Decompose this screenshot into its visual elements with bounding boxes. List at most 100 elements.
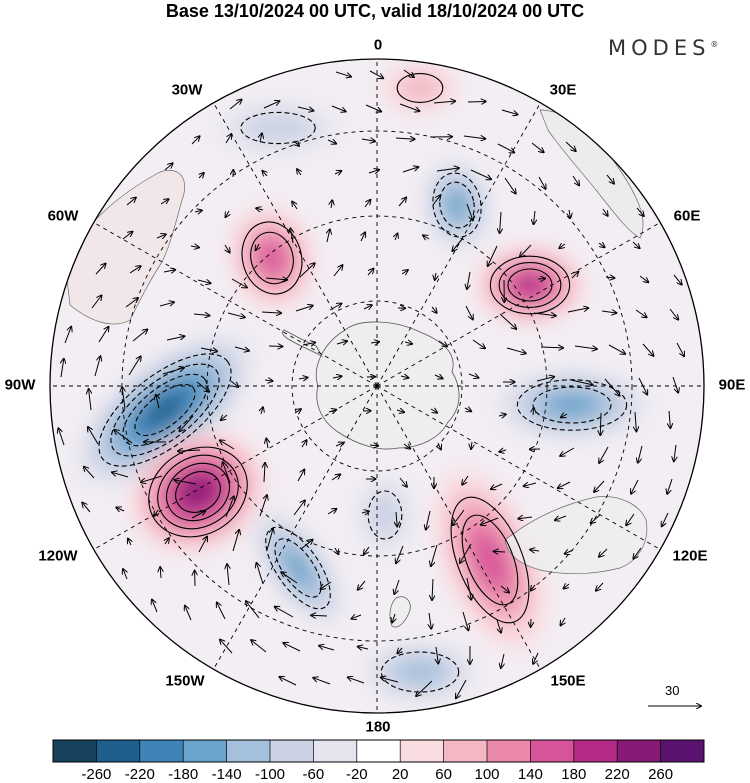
wind-vector-arrow: [430, 409, 437, 413]
anomaly-shade: [397, 73, 443, 103]
colorbar: [52, 739, 705, 763]
colorbar-swatch: [226, 740, 271, 762]
wind-vector-arrow: [293, 501, 305, 516]
wind-vector-arrow: [531, 142, 544, 152]
wind-vector-arrow: [452, 237, 464, 251]
wind-vector-arrow: [635, 309, 647, 317]
wind-vector-arrow: [361, 139, 375, 141]
wind-vector-arrow: [116, 508, 125, 512]
anomaly-shade: [515, 274, 545, 296]
modes-logo: MODES®: [608, 36, 718, 60]
colorbar-swatch: [617, 740, 662, 762]
lon-label-0: 0: [373, 36, 383, 54]
wind-vector-arrow: [266, 529, 273, 551]
wind-vector-arrow: [321, 581, 332, 589]
wind-vector-arrow: [434, 375, 443, 379]
wind-vector-arrow: [466, 577, 471, 600]
wind-vector-arrow: [433, 101, 455, 103]
wind-vector-arrow: [358, 647, 369, 649]
wind-vector-arrow: [631, 479, 639, 494]
colorbar-label: 60: [435, 766, 452, 783]
wind-vector-arrow: [605, 277, 614, 278]
wind-vector-arrow: [61, 359, 64, 378]
colorbar-label: -60: [302, 766, 325, 783]
wind-vector-arrow: [126, 198, 136, 206]
antarctic-peninsula: [282, 329, 324, 357]
wind-vector-arrow: [533, 652, 539, 664]
wind-vector-arrow: [156, 234, 166, 238]
meridian-line: [376, 222, 661, 387]
wind-vector-arrow: [365, 104, 381, 112]
wind-vector-arrow: [294, 409, 301, 413]
wind-vector-arrow: [159, 302, 174, 307]
wind-vector-arrow: [311, 615, 328, 616]
wind-vector-arrow: [162, 368, 184, 375]
wind-vector-arrow: [132, 329, 147, 342]
wind-vector-arrow: [662, 512, 669, 526]
wind-vector-arrow: [438, 442, 441, 449]
wind-vector-arrow: [91, 296, 102, 309]
wind-vector-arrow: [82, 503, 91, 513]
wind-vector-arrow: [367, 269, 374, 276]
wind-vector-arrow: [561, 617, 566, 625]
contour-line: [489, 255, 571, 315]
wind-vector-arrow: [499, 313, 516, 329]
anomaly-shade: [182, 477, 214, 507]
wind-vector-arrow: [501, 109, 518, 115]
wind-vector-arrow: [565, 141, 576, 151]
wind-vector-arrow: [672, 376, 678, 393]
anomaly-shade: [395, 659, 445, 685]
registered-mark: ®: [710, 40, 719, 49]
lon-label-60w: 60W: [47, 207, 79, 225]
wind-vector-arrow: [400, 376, 408, 378]
contour-line: [396, 73, 444, 103]
wind-vector-arrow: [152, 600, 158, 613]
lon-label-150e: 150E: [550, 672, 586, 690]
lon-label-30w: 30W: [171, 81, 203, 99]
wind-vector-arrow: [571, 272, 578, 279]
wind-vector-arrow: [266, 439, 268, 449]
wind-vector-arrow: [336, 341, 347, 344]
wind-vector-arrow: [560, 447, 575, 456]
anomaly-shade: [546, 393, 598, 417]
wind-vector-arrow: [530, 550, 540, 551]
wind-vector-arrow: [348, 677, 365, 684]
wind-vector-arrow: [193, 314, 210, 316]
wind-vector-arrow: [626, 513, 635, 525]
wind-vector-arrow: [313, 678, 331, 685]
wind-vector-arrow: [331, 105, 346, 112]
wind-vector-arrow: [599, 446, 609, 463]
wind-vector-arrow: [436, 168, 459, 171]
wind-vector-arrow: [570, 379, 593, 385]
wind-vectors: [58, 69, 684, 698]
wind-vector-arrow: [635, 411, 636, 431]
anomaly-shade: [368, 491, 402, 539]
anomaly-shade: [445, 189, 469, 221]
colorbar-swatch: [487, 740, 531, 762]
wind-vector-arrow: [500, 585, 509, 593]
wind-vector-arrow: [114, 430, 133, 444]
wind-vector-arrow: [536, 377, 554, 382]
wind-vector-arrow: [230, 380, 238, 387]
wind-vector-arrow: [95, 264, 106, 275]
contour-line: [439, 181, 475, 229]
wind-vector-arrow: [292, 202, 297, 210]
wind-vector-arrow: [122, 387, 125, 410]
wind-vector-arrow: [397, 648, 402, 653]
wind-vector-arrow: [642, 343, 653, 356]
wind-vector-arrow: [295, 306, 313, 312]
colorbar-border: [52, 739, 705, 763]
wind-vector-arrow: [251, 640, 267, 653]
wind-vector-arrow: [89, 389, 91, 411]
wind-vector-arrow: [435, 272, 436, 280]
wind-vector-arrow: [369, 70, 383, 78]
wind-vector-arrow: [327, 229, 330, 243]
wind-vector-arrow: [191, 511, 205, 519]
australia-outline: [504, 496, 648, 574]
wind-vector-arrow: [524, 483, 537, 486]
wind-vector-arrow: [504, 177, 516, 194]
wind-vector-arrow: [220, 440, 235, 450]
wind-vector-arrow: [561, 414, 568, 417]
wind-vector-arrow: [112, 472, 129, 478]
lon-label-120w: 120W: [38, 547, 78, 565]
